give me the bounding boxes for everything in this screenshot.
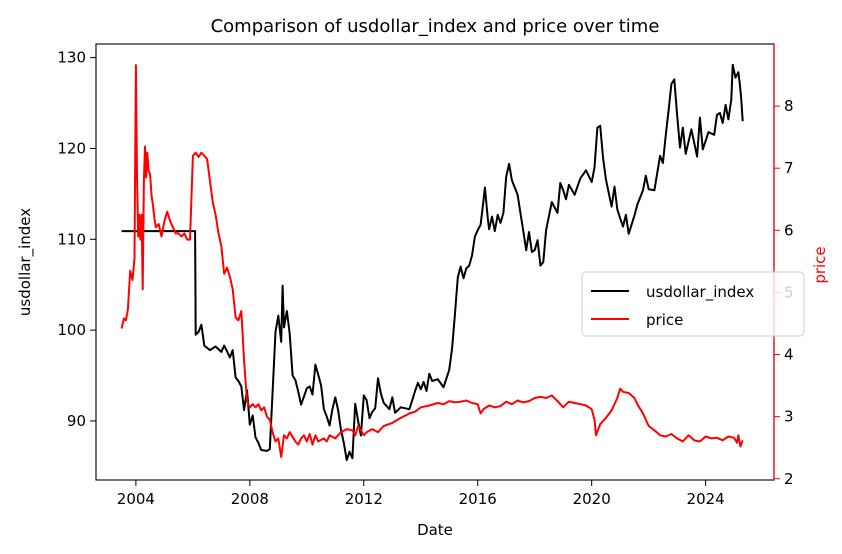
chart-title: Comparison of usdollar_index and price o… [211,16,660,37]
legend-label-usdollar-index: usdollar_index [646,283,754,302]
x-tick-label: 2004 [117,490,155,508]
right-y-tick-label: 3 [784,408,794,426]
series-line-price [120,64,744,458]
left-y-tick-label: 100 [57,321,86,339]
plot-frame [95,43,775,481]
left-y-tick-label: 90 [67,412,86,430]
x-tick-label: 2024 [687,490,725,508]
right-y-tick-label: 4 [784,346,794,364]
x-axis-title: Date [417,521,453,539]
legend-label-price: price [646,311,683,329]
left-y-tick-label: 110 [57,230,86,248]
legend: usdollar_index price [581,271,805,337]
legend-box [581,271,805,337]
right-y-axis-title: price [811,246,829,283]
right-y-tick-label: 2 [784,470,794,488]
left-y-axis: 90 100 110 120 130 [57,49,96,430]
x-tick-label: 2008 [231,490,269,508]
x-tick-label: 2012 [345,490,383,508]
series-line-usdollar-index [121,63,744,461]
left-y-tick-label: 130 [57,49,86,67]
right-y-tick-label: 8 [784,97,794,115]
right-y-tick-label: 6 [784,221,794,239]
left-y-axis-title: usdollar_index [16,208,35,316]
right-y-axis: 2345678 [774,97,794,488]
right-y-tick-label: 7 [784,159,794,177]
x-tick-label: 2016 [459,490,497,508]
x-tick-label: 2020 [573,490,611,508]
left-y-tick-label: 120 [57,139,86,157]
x-axis: 2004 2008 2012 2016 2020 2024 [117,480,725,508]
series-layer [120,63,744,461]
